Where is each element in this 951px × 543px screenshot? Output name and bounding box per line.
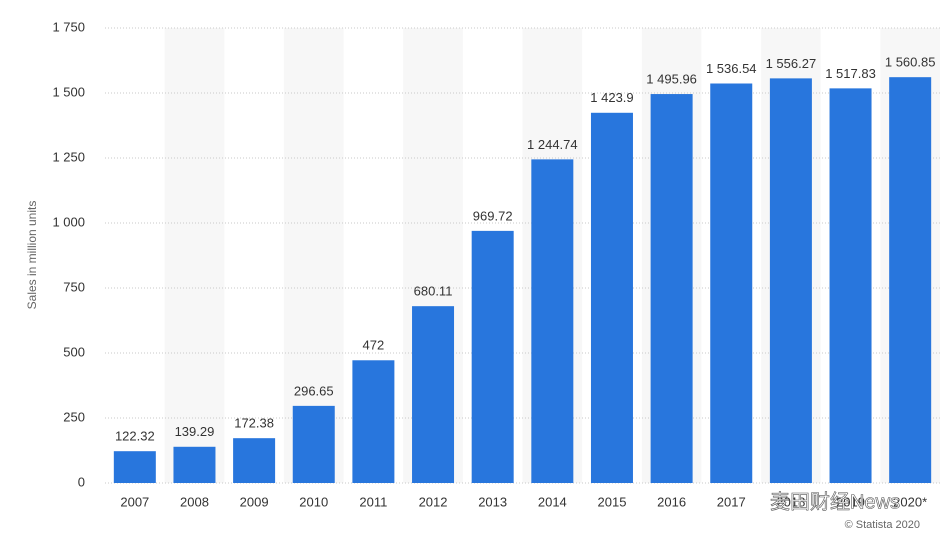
y-tick-label: 750 [63, 279, 85, 294]
x-tick-label: 2019 [836, 494, 865, 509]
x-tick-label: 2011 [359, 494, 387, 509]
bar [233, 438, 276, 483]
x-tick-label: 2010 [299, 494, 328, 509]
bar [531, 159, 574, 483]
y-tick-label: 1 750 [52, 19, 85, 34]
x-tick-label: 2014 [538, 494, 567, 509]
value-label: 1 423.9 [590, 90, 633, 105]
bar [471, 230, 514, 483]
y-tick-label: 500 [63, 344, 85, 359]
y-tick-label: 1 250 [52, 149, 85, 164]
x-tick-label: 2015 [598, 494, 627, 509]
bar [829, 88, 872, 483]
y-axis-label: Sales in million units [25, 201, 39, 310]
x-tick-label: 2013 [478, 494, 507, 509]
y-tick-label: 0 [78, 474, 85, 489]
bar [173, 446, 216, 483]
value-label: 472 [363, 338, 385, 353]
x-tick-label: 2020* [893, 494, 927, 509]
x-tick-label: 2012 [419, 494, 448, 509]
x-tick-label: 2007 [120, 494, 149, 509]
y-tick-label: 1 500 [52, 84, 85, 99]
value-label: 1 244.74 [527, 137, 578, 152]
bar [113, 451, 156, 483]
value-label: 122.32 [115, 429, 155, 444]
x-tick-label: 2016 [657, 494, 686, 509]
x-tick-label: 2017 [717, 494, 746, 509]
y-tick-label: 250 [63, 409, 85, 424]
bar [710, 83, 753, 483]
value-label: 296.65 [294, 383, 334, 398]
y-tick-label: 1 000 [52, 214, 85, 229]
value-label: 969.72 [473, 208, 513, 223]
bar [650, 94, 693, 483]
value-label: 1 495.96 [646, 71, 697, 86]
value-label: 1 556.27 [766, 56, 817, 71]
watermark: 麦田财经News [770, 490, 900, 513]
band-stripe [164, 28, 225, 483]
bar [889, 77, 932, 483]
value-label: 680.11 [414, 284, 453, 299]
bar [352, 360, 395, 483]
value-label: 139.29 [175, 424, 215, 439]
value-label: 1 517.83 [825, 66, 876, 81]
value-label: 1 536.54 [706, 61, 757, 76]
bar [292, 405, 335, 483]
x-tick-label: 2018 [776, 494, 805, 509]
bar [412, 306, 455, 483]
value-label: 172.38 [234, 416, 274, 431]
source: © Statista 2020 [845, 519, 920, 531]
bar [769, 78, 812, 483]
value-label: 1 560.85 [885, 55, 936, 70]
bar [590, 112, 633, 483]
x-tick-label: 2009 [240, 494, 269, 509]
x-tick-label: 2008 [180, 494, 209, 509]
